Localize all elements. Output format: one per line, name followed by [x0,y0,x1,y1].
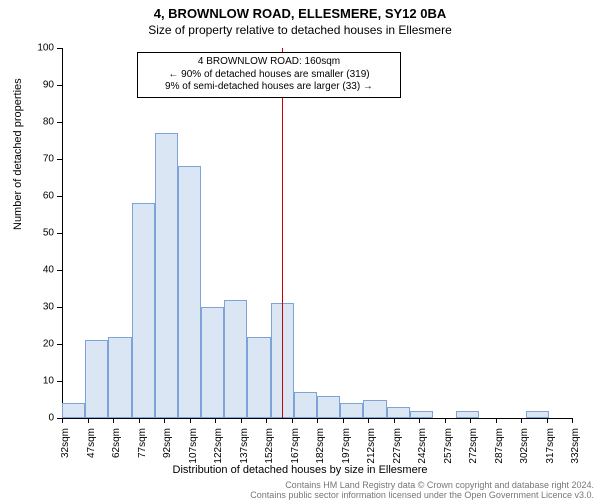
y-tick-label: 30 [43,302,54,313]
histogram-bar [317,396,340,418]
y-tick-label: 0 [48,413,54,424]
chart-plot-area: 010203040506070809010032sqm47sqm62sqm77s… [62,48,572,418]
y-tick-mark [57,122,62,123]
annotation-line1: 4 BROWNLOW ROAD: 160sqm [144,56,394,69]
histogram-bar [155,133,178,418]
page-subtitle: Size of property relative to detached ho… [0,21,600,41]
x-tick-mark [292,418,293,423]
annotation-line2: ← 90% of detached houses are smaller (31… [144,69,394,82]
y-tick-label: 80 [43,117,54,128]
histogram-bar [108,337,131,418]
histogram-bar [201,307,224,418]
y-tick-label: 20 [43,339,54,350]
y-tick-label: 40 [43,265,54,276]
histogram-bar [387,407,410,418]
x-tick-mark [521,418,522,423]
histogram-bar [62,403,85,418]
x-tick-mark [317,418,318,423]
page-title: 4, BROWNLOW ROAD, ELLESMERE, SY12 0BA [0,0,600,21]
y-tick-mark [57,159,62,160]
x-tick-mark [445,418,446,423]
y-axis-label: Number of detached properties [12,78,24,230]
x-tick-mark [266,418,267,423]
y-tick-label: 10 [43,376,54,387]
x-tick-mark [394,418,395,423]
y-tick-mark [57,270,62,271]
x-tick-mark [343,418,344,423]
y-tick-label: 90 [43,80,54,91]
x-tick-mark [62,418,63,423]
histogram-bar [456,411,479,418]
annotation-box: 4 BROWNLOW ROAD: 160sqm← 90% of detached… [137,52,401,98]
y-tick-label: 50 [43,228,54,239]
annotation-line3: 9% of semi-detached houses are larger (3… [144,81,394,94]
x-tick-mark [470,418,471,423]
histogram-bar [294,392,317,418]
x-tick-mark [113,418,114,423]
y-tick-mark [57,307,62,308]
footer-copyright-1: Contains HM Land Registry data © Crown c… [0,480,594,490]
x-tick-mark [215,418,216,423]
histogram-bar [247,337,270,418]
y-tick-label: 60 [43,191,54,202]
y-tick-label: 100 [37,43,54,54]
histogram-bar [526,411,549,418]
marker-line [282,48,283,418]
x-tick-mark [496,418,497,423]
y-tick-mark [57,233,62,234]
x-tick-mark [190,418,191,423]
y-tick-mark [57,85,62,86]
x-tick-mark [547,418,548,423]
y-tick-mark [57,196,62,197]
y-axis [62,48,63,418]
histogram-bar [363,400,386,419]
chart-container: 4, BROWNLOW ROAD, ELLESMERE, SY12 0BA Si… [0,0,600,500]
footer-copyright-2: Contains public sector information licen… [0,490,594,500]
y-tick-mark [57,381,62,382]
x-tick-mark [139,418,140,423]
y-tick-mark [57,48,62,49]
histogram-bar [224,300,247,418]
histogram-bar [410,411,433,418]
histogram-bar [340,403,363,418]
histogram-bar [178,166,201,418]
x-tick-mark [572,418,573,423]
x-tick-mark [88,418,89,423]
x-tick-mark [241,418,242,423]
histogram-bar [132,203,155,418]
histogram-bar [85,340,108,418]
y-tick-label: 70 [43,154,54,165]
x-tick-mark [419,418,420,423]
x-tick-mark [368,418,369,423]
histogram-plot: 010203040506070809010032sqm47sqm62sqm77s… [62,48,572,418]
x-tick-mark [164,418,165,423]
y-tick-mark [57,344,62,345]
x-axis-label: Distribution of detached houses by size … [0,464,600,476]
